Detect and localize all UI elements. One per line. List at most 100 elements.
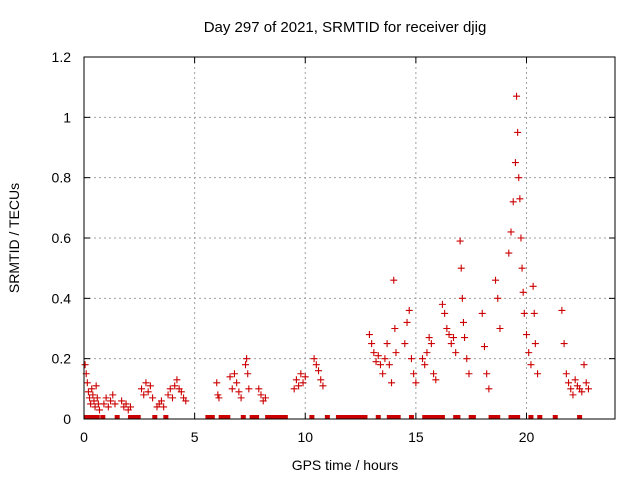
zero-point [552, 415, 558, 419]
data-point [171, 382, 179, 390]
data-point [149, 394, 157, 402]
data-point [244, 370, 252, 378]
data-point [461, 334, 469, 342]
data-point [531, 340, 539, 348]
data-point [456, 237, 464, 245]
data-point [81, 361, 89, 369]
data-point [458, 294, 466, 302]
zero-point [240, 415, 246, 419]
data-point [465, 370, 473, 378]
data-point [374, 352, 382, 360]
data-point [243, 355, 251, 363]
data-point [100, 400, 108, 408]
data-point [438, 300, 446, 308]
zero-point [528, 415, 534, 419]
data-point [213, 379, 221, 387]
data-point [385, 361, 393, 369]
zero-point [209, 415, 215, 419]
zero-point [435, 415, 441, 419]
y-tick-label: 0.8 [52, 170, 72, 186]
y-tick-label: 1 [63, 109, 71, 125]
data-point [443, 325, 451, 332]
data-point [372, 358, 380, 366]
data-point [89, 391, 97, 399]
data-point [432, 376, 440, 384]
data-point [228, 385, 236, 393]
data-point [235, 388, 243, 396]
data-point [485, 385, 493, 393]
data-point [226, 373, 234, 381]
data-point [90, 397, 98, 405]
data-point [83, 379, 91, 387]
data-point [513, 92, 521, 100]
data-point [525, 349, 533, 357]
zero-point [408, 415, 414, 419]
data-point [301, 373, 309, 381]
zero-point [431, 415, 437, 419]
data-point [383, 340, 391, 348]
data-point [405, 306, 413, 314]
data-point [237, 394, 245, 402]
data-point [582, 379, 590, 387]
data-point [118, 397, 126, 405]
data-point [160, 403, 168, 411]
zero-point [254, 415, 260, 419]
data-point [214, 391, 222, 399]
zero-point [508, 415, 514, 419]
data-point [560, 340, 568, 348]
data-point [87, 400, 95, 408]
data-point [138, 385, 146, 393]
data-point [445, 331, 453, 339]
zero-point [152, 415, 158, 419]
data-point [102, 394, 110, 402]
data-point [166, 385, 174, 393]
data-point [86, 394, 94, 402]
data-point [365, 331, 373, 339]
zero-point [362, 415, 368, 419]
data-point [230, 370, 238, 378]
data-point [109, 391, 117, 399]
data-point [517, 234, 525, 242]
data-point [319, 382, 327, 390]
zero-point [309, 415, 315, 419]
data-point [173, 376, 181, 384]
data-point [580, 361, 588, 369]
grid [84, 57, 615, 419]
data-point [578, 388, 586, 396]
data-point [88, 385, 96, 393]
data-point [233, 379, 241, 387]
data-point [215, 394, 223, 402]
data-point [310, 355, 318, 363]
data-point [410, 370, 418, 378]
data-point [381, 355, 389, 363]
data-point [95, 406, 103, 414]
data-point [584, 385, 592, 393]
data-point [496, 325, 504, 332]
data-point [421, 361, 429, 369]
zero-point [225, 415, 231, 419]
zero-point [375, 415, 381, 419]
data-point [403, 318, 411, 326]
data-point [449, 334, 457, 342]
zero-point [455, 415, 461, 419]
y-tick-label: 0 [63, 411, 71, 427]
x-tick-label: 15 [408, 429, 424, 445]
data-point [317, 376, 325, 384]
zero-point [515, 415, 521, 419]
x-axis-title: GPS time / hours [292, 457, 399, 473]
data-point [370, 349, 378, 357]
data-point [297, 370, 305, 378]
data-point [169, 394, 176, 402]
data-point [376, 361, 384, 369]
data-point [447, 340, 455, 348]
data-point [242, 361, 250, 369]
data-point [516, 195, 524, 203]
data-point [122, 400, 130, 408]
data-point [457, 264, 465, 272]
data-point [91, 403, 99, 411]
data-point [126, 403, 134, 411]
data-point [388, 379, 396, 387]
data-point [452, 349, 460, 357]
zero-point [163, 415, 169, 419]
data-point [492, 276, 500, 284]
